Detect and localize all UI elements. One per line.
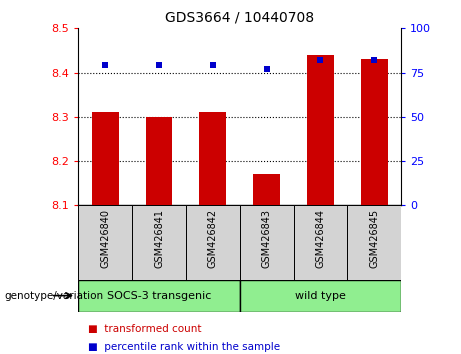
Point bbox=[317, 57, 324, 63]
Bar bbox=[92, 112, 118, 205]
Bar bbox=[146, 117, 172, 205]
Text: GSM426843: GSM426843 bbox=[261, 209, 272, 268]
Title: GDS3664 / 10440708: GDS3664 / 10440708 bbox=[165, 10, 314, 24]
Text: GSM426844: GSM426844 bbox=[315, 209, 325, 268]
Bar bbox=[294, 205, 347, 280]
Text: wild type: wild type bbox=[295, 291, 346, 301]
Bar bbox=[78, 280, 240, 312]
Text: GSM426845: GSM426845 bbox=[369, 209, 379, 268]
Text: genotype/variation: genotype/variation bbox=[5, 291, 104, 301]
Point bbox=[155, 63, 163, 68]
Text: ■  percentile rank within the sample: ■ percentile rank within the sample bbox=[88, 342, 280, 352]
Bar bbox=[240, 205, 294, 280]
Text: GSM426841: GSM426841 bbox=[154, 209, 164, 268]
Point bbox=[101, 63, 109, 68]
Bar bbox=[361, 59, 388, 205]
Bar bbox=[199, 112, 226, 205]
Bar bbox=[347, 205, 401, 280]
Bar bbox=[307, 55, 334, 205]
Bar bbox=[186, 205, 240, 280]
Text: ■  transformed count: ■ transformed count bbox=[88, 324, 201, 334]
Text: GSM426842: GSM426842 bbox=[208, 209, 218, 268]
Text: GSM426840: GSM426840 bbox=[100, 209, 110, 268]
Point bbox=[263, 66, 270, 72]
Text: SOCS-3 transgenic: SOCS-3 transgenic bbox=[107, 291, 211, 301]
Bar bbox=[78, 205, 132, 280]
Point bbox=[209, 63, 217, 68]
Point bbox=[371, 57, 378, 63]
Bar bbox=[253, 175, 280, 205]
Bar bbox=[132, 205, 186, 280]
Bar bbox=[240, 280, 401, 312]
